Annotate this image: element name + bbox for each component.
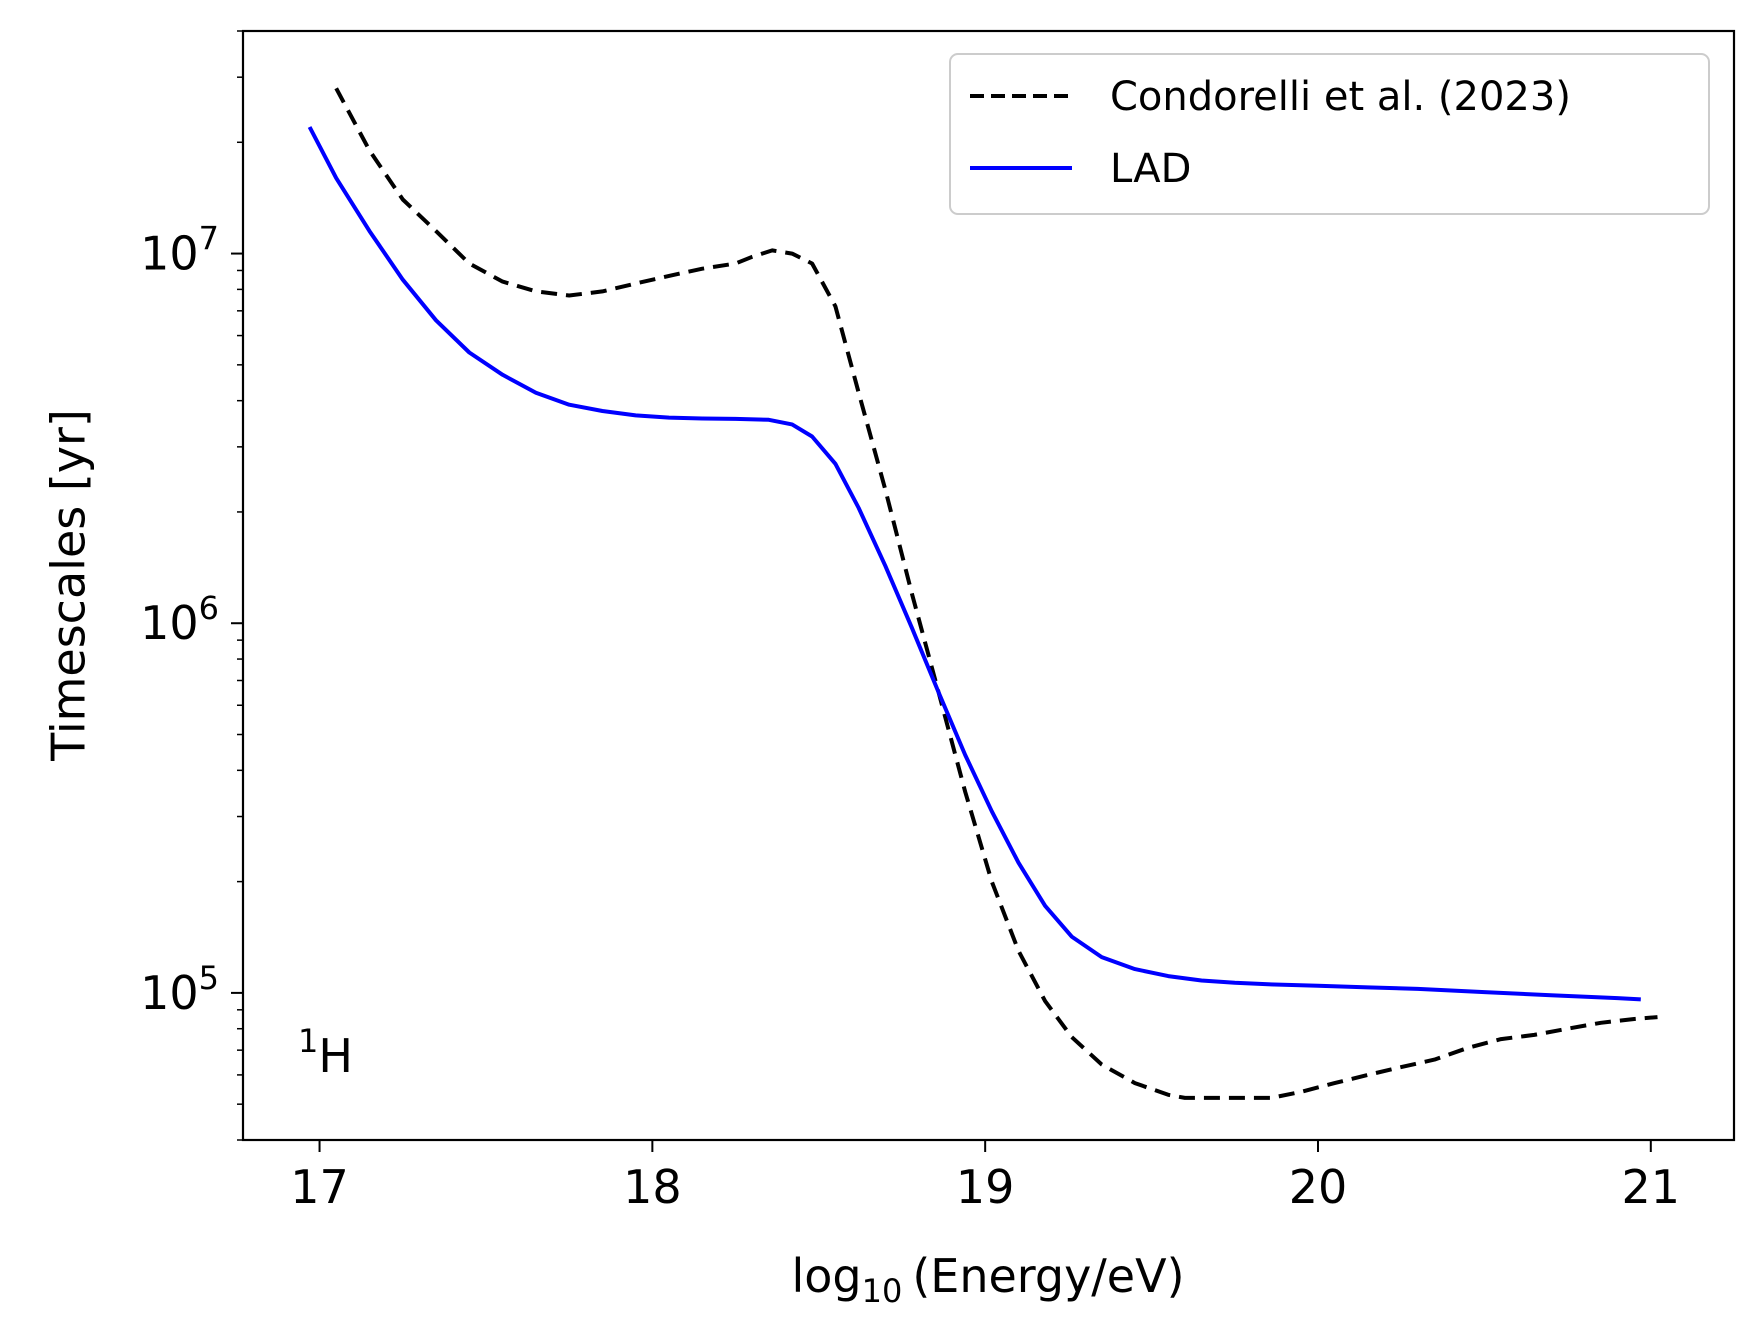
y-tick-label-exponent: 6	[199, 589, 219, 627]
x-axis-label-rest: (Energy/eV)	[912, 1249, 1184, 1303]
series-line-condorelli	[334, 87, 1658, 1100]
y-tick-label-exponent: 7	[199, 220, 219, 258]
y-tick-label-base: 10	[140, 596, 199, 650]
y-tick-label: 106	[140, 589, 219, 650]
x-axis-label: log10 (Energy/eV)	[791, 1249, 1184, 1310]
x-tick-label: 20	[1289, 1160, 1348, 1214]
species-annotation-superscript: 1	[298, 1022, 318, 1060]
legend-box	[949, 53, 1710, 215]
y-tick-label: 105	[140, 959, 219, 1020]
x-tick-label: 18	[623, 1160, 682, 1214]
y-tick-label: 107	[140, 220, 219, 281]
plot-frame	[241, 29, 1736, 1142]
legend: Condorelli et al. (2023) LAD	[949, 53, 1710, 215]
y-tick-label-base: 10	[140, 966, 199, 1020]
legend-label-lad: LAD	[1110, 146, 1191, 192]
x-tick-label: 21	[1622, 1160, 1681, 1214]
x-tick-label: 19	[956, 1160, 1015, 1214]
y-tick-label-exponent: 5	[199, 959, 219, 997]
species-annotation: 1H	[298, 1022, 353, 1083]
x-axis-label-subscript: 10	[862, 1272, 903, 1310]
x-tick-label: 17	[290, 1160, 349, 1214]
legend-label-condorelli: Condorelli et al. (2023)	[1110, 74, 1571, 120]
y-axis-label: Timescales [yr]	[42, 409, 96, 762]
x-axis: 17 18 19 20 21	[290, 1140, 1680, 1214]
species-annotation-symbol: H	[318, 1029, 353, 1083]
x-axis-label-main: log	[791, 1249, 861, 1303]
y-tick-label-base: 10	[140, 227, 199, 281]
series-line-lad	[307, 126, 1641, 1002]
series-layer	[307, 87, 1658, 1100]
